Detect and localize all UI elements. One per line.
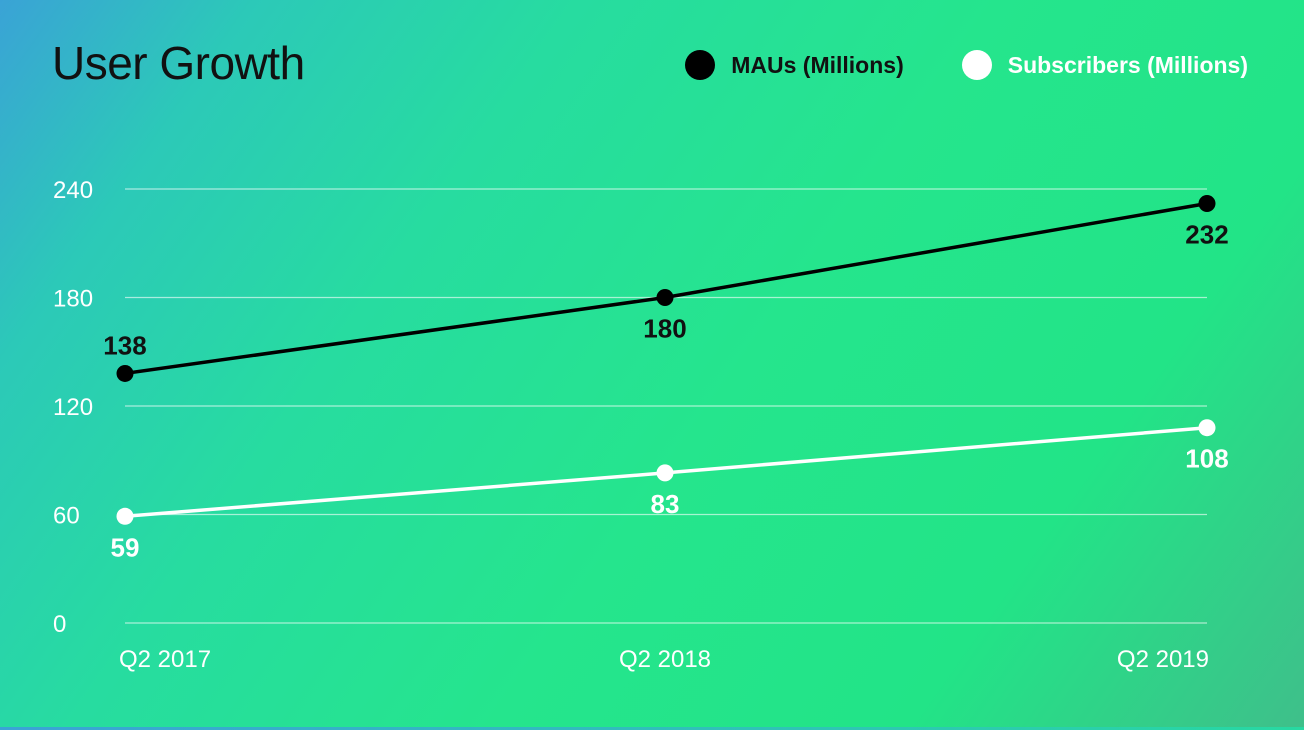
- legend-label-maus: MAUs (Millions): [731, 51, 904, 78]
- data-point: [656, 289, 674, 306]
- data-label: 138: [103, 330, 146, 360]
- data-label: 108: [1185, 444, 1228, 474]
- y-tick-label: 120: [53, 394, 93, 421]
- x-tick-label: Q2 2018: [619, 646, 711, 673]
- x-tick-label: Q2 2019: [1117, 646, 1209, 673]
- data-point: [1198, 194, 1216, 212]
- legend: MAUs (Millions) Subscribers (Millions): [685, 50, 1248, 80]
- data-point: [116, 507, 134, 525]
- chart-title: User Growth: [52, 37, 305, 89]
- legend-marker-subscribers: [961, 50, 992, 80]
- data-label: 232: [1185, 219, 1228, 249]
- series-line: [124, 201, 1208, 376]
- legend-label-subscribers: Subscribers (Millions): [1007, 51, 1248, 78]
- x-tick-label: Q2 2017: [119, 646, 211, 673]
- data-point: [116, 364, 134, 382]
- data-point: [1198, 419, 1216, 437]
- data-label: 83: [651, 489, 680, 519]
- data-point: [656, 464, 674, 482]
- y-tick-label: 240: [53, 177, 93, 204]
- legend-item-subscribers: Subscribers (Millions): [961, 50, 1248, 80]
- data-label: 59: [111, 532, 140, 562]
- y-tick-label: 0: [53, 611, 66, 638]
- legend-marker-maus: [685, 50, 716, 80]
- legend-item-maus: MAUs (Millions): [685, 50, 904, 80]
- bottom-accent-strip: [0, 727, 1304, 730]
- y-tick-label: 60: [53, 503, 80, 530]
- y-tick-label: 180: [53, 286, 93, 313]
- data-label: 180: [643, 314, 686, 344]
